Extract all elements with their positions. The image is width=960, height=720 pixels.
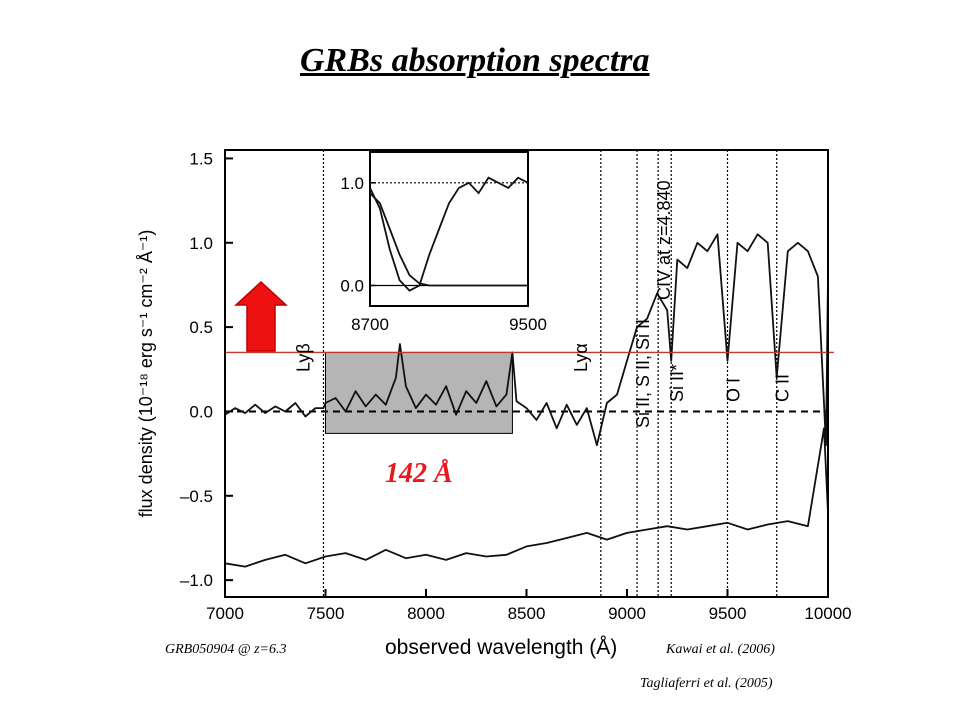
y-axis-label: flux density (10⁻¹⁸ erg s⁻¹ cm⁻² Å⁻¹) (136, 230, 156, 518)
x-tick-label-4: 9000 (608, 604, 646, 623)
x-tick-label-3: 8500 (508, 604, 546, 623)
up-arrow-icon (234, 280, 288, 352)
inset-series-line-0 (369, 176, 529, 292)
absorption-label-3: CIV at z=4.840 (654, 180, 674, 300)
y-tick-label-5: –1.0 (180, 571, 213, 590)
absorption-label-4: Si II* (667, 364, 687, 402)
inset-y-tick-label-0: 1.0 (340, 174, 364, 193)
inset-x-tick-label-1: 9500 (509, 315, 547, 334)
y-tick-label-2: 0.5 (189, 318, 213, 337)
shaded-region (325, 351, 513, 434)
inset-frame (369, 151, 529, 307)
absorption-label-5: O I (724, 378, 744, 402)
x-tick-label-0: 7000 (206, 604, 244, 623)
inset-y-tick-label-1: 0.0 (340, 276, 364, 295)
absorption-label-1: Lyα (571, 343, 591, 372)
inset-x-tick-label-0: 8700 (351, 315, 389, 334)
x-tick-label-5: 9500 (709, 604, 747, 623)
citation-kawai: Kawai et al. (2006) (666, 642, 775, 657)
object-label: GRB050904 @ z=6.3 (165, 642, 287, 657)
absorption-label-2: Si II, S II, Si II (633, 319, 653, 428)
page-title: GRBs absorption spectra (300, 42, 650, 79)
y-tick-label-1: 1.0 (189, 234, 213, 253)
y-tick-label-4: –0.5 (180, 487, 213, 506)
citation-tagliaferri: Tagliaferri et al. (2005) (640, 676, 773, 691)
y-tick-label-0: 1.5 (189, 149, 213, 168)
wavelength-span-annotation: 142 Å (385, 458, 453, 489)
y-tick-label-3: 0.0 (189, 402, 213, 421)
absorption-label-0: Lyβ (293, 343, 313, 372)
x-axis-label: observed wavelength (Å) (385, 636, 618, 659)
inset-series-line-1 (369, 192, 528, 287)
x-tick-label-6: 10000 (804, 604, 851, 623)
series-line-0 (224, 233, 829, 447)
x-tick-label-2: 8000 (407, 604, 445, 623)
absorption-label-6: C II (773, 374, 793, 402)
series-line-1 (224, 427, 829, 568)
x-tick-label-1: 7500 (307, 604, 345, 623)
